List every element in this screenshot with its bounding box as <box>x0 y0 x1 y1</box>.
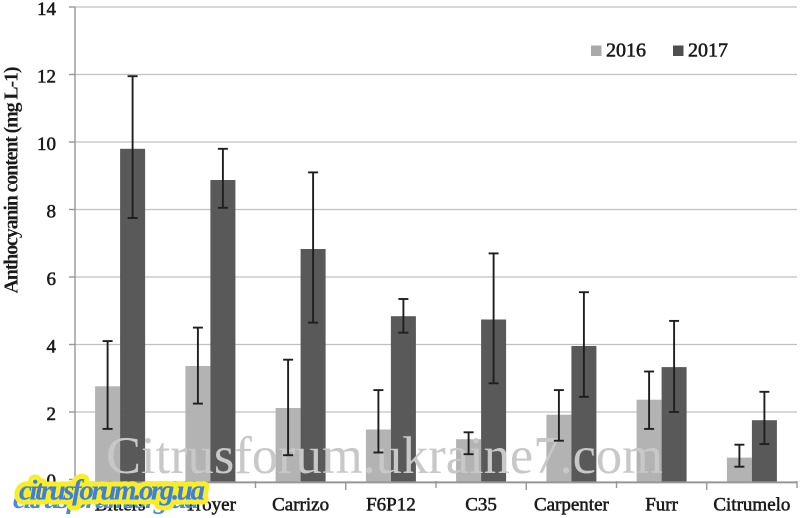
svg-text:Carrizo: Carrizo <box>272 495 329 516</box>
svg-text:Anthocyanin content (mg L-1): Anthocyanin content (mg L-1) <box>1 67 23 294</box>
svg-text:C35: C35 <box>465 495 497 516</box>
svg-text:citrusforum.org.ua: citrusforum.org.ua <box>13 483 199 515</box>
svg-text:Bitters: Bitters <box>95 495 146 516</box>
svg-text:0: 0 <box>47 471 57 492</box>
svg-text:Furr: Furr <box>645 495 678 516</box>
svg-text:Carpenter: Carpenter <box>534 495 610 516</box>
svg-text:6: 6 <box>47 269 57 290</box>
svg-text:2017: 2017 <box>688 40 728 62</box>
svg-text:F6P12: F6P12 <box>366 495 416 516</box>
svg-text:8: 8 <box>47 202 57 223</box>
svg-text:14: 14 <box>37 0 57 20</box>
svg-text:citrusforum.org.ua: citrusforum.org.ua <box>19 475 205 507</box>
svg-text:2: 2 <box>47 404 57 425</box>
svg-text:12: 12 <box>37 67 56 88</box>
svg-text:4: 4 <box>47 337 57 358</box>
svg-text:10: 10 <box>37 134 56 155</box>
svg-text:Citrumelo: Citrumelo <box>713 495 790 516</box>
svg-text:Troyer: Troyer <box>185 495 237 516</box>
svg-text:Citrusforum.ukraine7.com: Citrusforum.ukraine7.com <box>106 427 663 485</box>
svg-text:2016: 2016 <box>606 40 646 62</box>
svg-text:citrusforum.org.ua: citrusforum.org.ua <box>19 475 205 507</box>
